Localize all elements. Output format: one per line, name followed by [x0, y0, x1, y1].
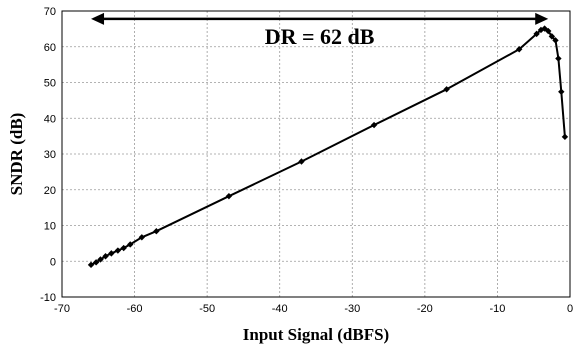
y-tick-label: 0	[50, 256, 56, 268]
data-point	[516, 46, 523, 53]
x-tick-label: -30	[344, 303, 360, 315]
data-point	[552, 37, 559, 44]
data-point	[153, 228, 160, 235]
data-point	[225, 192, 233, 200]
data-point	[298, 158, 305, 165]
x-tick-label: -70	[54, 303, 70, 315]
x-tick-label: -60	[127, 303, 143, 315]
x-axis-ticks: -70 -60 -50 -40 -30 -20 -10 0	[54, 303, 573, 315]
data-point	[541, 25, 548, 32]
annotation-arrowhead-left	[91, 12, 105, 25]
y-tick-label: 30	[44, 149, 56, 161]
series-line	[90, 27, 566, 266]
x-tick-label: -40	[272, 303, 288, 315]
data-point	[92, 259, 100, 266]
data-point	[102, 253, 109, 260]
data-point	[114, 247, 122, 254]
y-axis-label: SNDR (dB)	[7, 113, 26, 196]
data-point	[127, 241, 134, 248]
data-point	[545, 27, 552, 35]
y-tick-label: 10	[44, 221, 56, 233]
annotation-label: DR = 62 dB	[265, 24, 375, 49]
series	[87, 25, 569, 269]
data-point	[548, 33, 556, 40]
x-tick-label: -50	[199, 303, 215, 315]
data-point	[138, 234, 146, 241]
data-point	[120, 244, 127, 252]
x-tick-label: -20	[417, 303, 433, 315]
y-tick-label: 60	[44, 42, 56, 54]
data-point	[555, 55, 562, 62]
plot-frame	[61, 10, 571, 298]
data-point	[108, 250, 115, 257]
data-point	[370, 121, 378, 129]
data-point	[97, 256, 104, 263]
y-tick-label: 50	[44, 78, 56, 90]
data-point	[87, 261, 95, 269]
x-tick-label: 0	[567, 303, 573, 315]
y-tick-label: 40	[44, 113, 56, 125]
y-axis-ticks: -10 0 10 20 30 40 50 60 70	[40, 6, 56, 304]
x-axis-label: Input Signal (dBFS)	[243, 325, 389, 344]
data-point	[443, 86, 450, 93]
x-tick-label: -10	[489, 303, 505, 315]
annotation: DR = 62 dB	[91, 12, 549, 49]
y-tick-label: 70	[44, 6, 56, 18]
y-tick-label: -10	[40, 292, 56, 304]
annotation-arrowhead-right	[535, 12, 549, 25]
data-point	[558, 88, 565, 95]
y-tick-label: 20	[44, 185, 56, 197]
data-point	[533, 30, 540, 38]
data-point	[561, 133, 569, 141]
